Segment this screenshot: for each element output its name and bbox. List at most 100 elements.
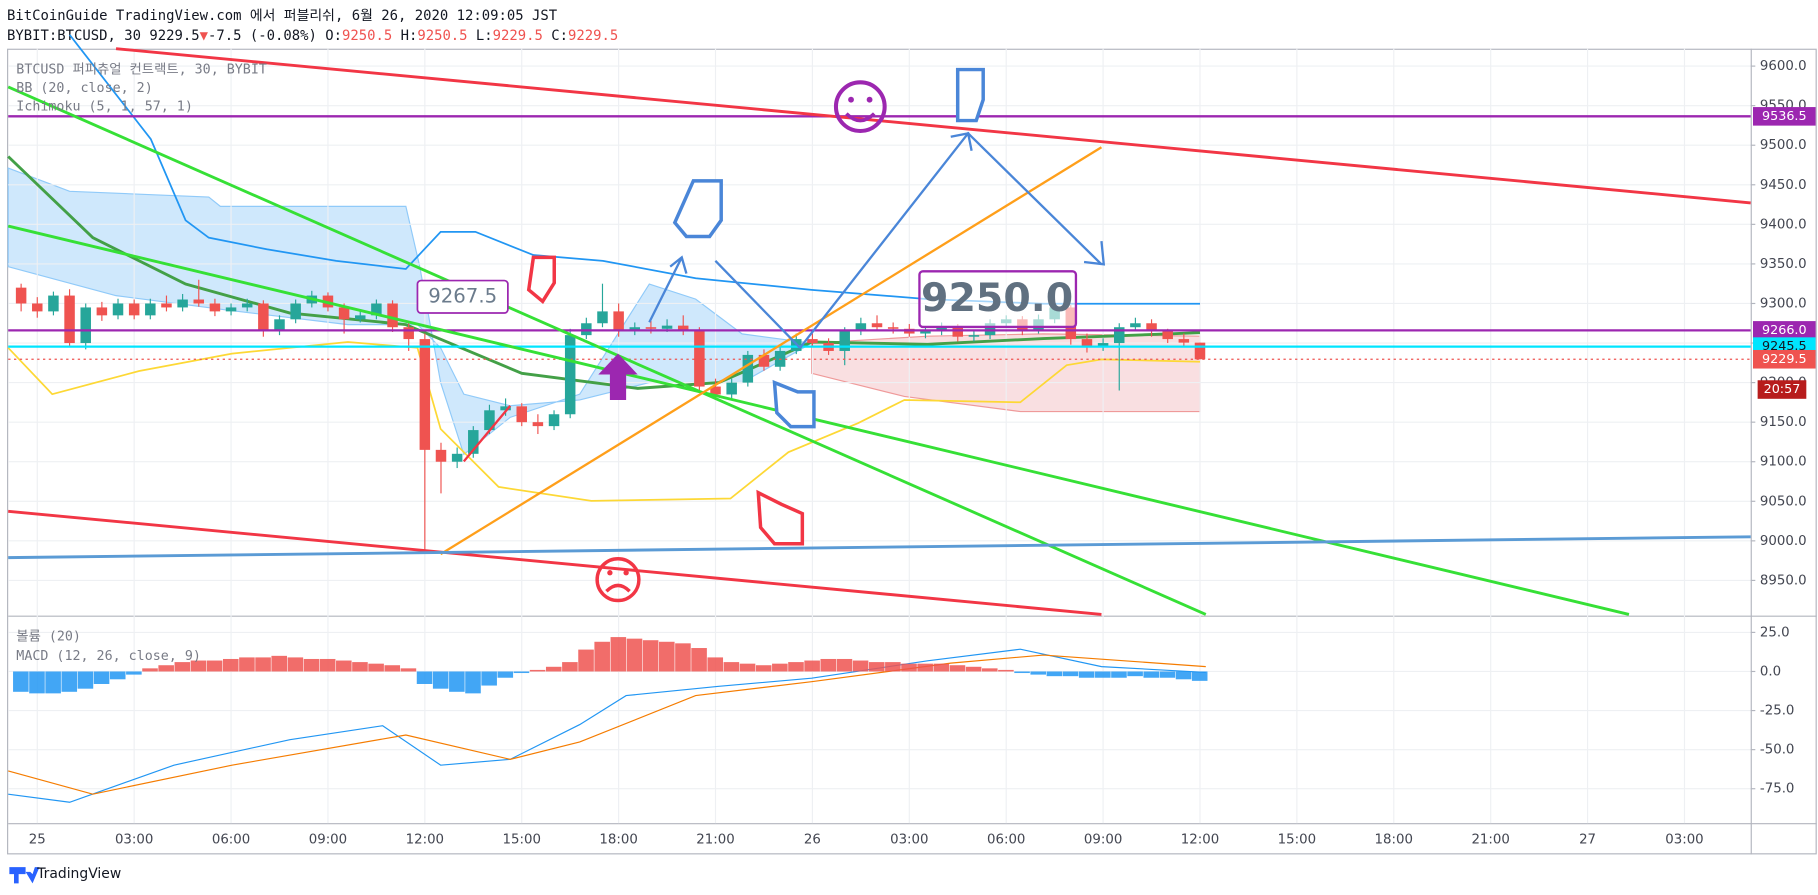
macd-histogram-bar xyxy=(1191,671,1208,681)
macd-histogram-bar xyxy=(45,671,61,694)
macd-histogram-bar xyxy=(142,668,158,672)
candle-body xyxy=(1081,339,1093,347)
candle-body xyxy=(193,299,205,304)
y-tick-label: 9450.0 xyxy=(1760,178,1807,193)
candle-body xyxy=(677,325,689,332)
ohlc-key: H: xyxy=(401,28,418,44)
macd-histogram-bar xyxy=(126,671,142,675)
macd-histogram-bar xyxy=(836,658,853,672)
candle-body xyxy=(32,303,43,312)
macd-line xyxy=(8,648,1206,803)
legend-item: BTCUSD 퍼피츄얼 컨트랙트, 30, BYBIT xyxy=(16,62,267,78)
x-tick-label: 09:00 xyxy=(309,832,347,847)
macd-histogram-bar xyxy=(77,671,94,689)
small-arrow xyxy=(462,405,512,463)
y-tick-label: 9050.0 xyxy=(1760,494,1807,509)
legend-item: MACD (12, 26, close, 9) xyxy=(16,649,201,664)
macd-histogram-bar xyxy=(513,671,530,674)
hand-icon xyxy=(772,379,816,429)
macd-histogram-bar xyxy=(222,658,239,672)
candle-body xyxy=(387,303,398,328)
macd-histogram-bar xyxy=(1159,671,1176,678)
macd-histogram-bar xyxy=(1014,671,1030,674)
macd-histogram-bar xyxy=(1127,671,1143,677)
macd-histogram-bar xyxy=(981,668,998,672)
candle-body xyxy=(532,422,544,427)
macd-histogram-bar xyxy=(642,640,659,672)
macd-histogram-bar xyxy=(578,649,594,672)
candle-body xyxy=(209,303,221,312)
candle-body xyxy=(936,327,947,332)
x-tick-label: 06:00 xyxy=(987,832,1025,847)
y-tick-label: 9150.0 xyxy=(1760,415,1807,430)
candle-body xyxy=(1146,323,1157,332)
sad-eye xyxy=(623,570,629,576)
macd-histogram-bar xyxy=(93,671,110,684)
candle-body xyxy=(516,406,527,423)
price-label-box xyxy=(1752,107,1816,126)
macd-histogram-bar xyxy=(610,637,627,672)
macd-histogram-bar xyxy=(303,658,320,672)
macd-histogram-bar xyxy=(594,641,610,672)
macd-histogram-bar xyxy=(626,638,643,672)
frame xyxy=(7,48,1817,855)
macd-histogram-bar xyxy=(319,658,336,672)
candle-body xyxy=(468,430,479,454)
macd-histogram-bar xyxy=(659,641,675,672)
y-tick-label: 9400.0 xyxy=(1760,217,1807,232)
candle-body xyxy=(661,325,673,329)
macd-histogram-bar xyxy=(723,662,740,672)
ohlc-key: C: xyxy=(551,28,568,44)
annotation-box xyxy=(416,279,509,314)
candle-body xyxy=(1114,327,1125,344)
candle-body xyxy=(758,354,770,367)
macd-histogram-bar xyxy=(852,660,869,672)
y-tick-label: -25.0 xyxy=(1760,704,1795,719)
annotation-box xyxy=(918,270,1078,329)
y-tick-label: -75.0 xyxy=(1760,782,1795,797)
price-label: 9536.5 xyxy=(1762,109,1807,124)
macd-histogram-bar xyxy=(13,671,29,692)
countdown: 20:57 xyxy=(1764,382,1801,397)
y-tick-label: 9350.0 xyxy=(1760,257,1807,272)
candle-body xyxy=(451,453,463,462)
x-tick-label: 21:00 xyxy=(696,832,734,847)
candle-body xyxy=(128,303,140,316)
macd-histogram-bar xyxy=(739,663,756,672)
macd-histogram-bar xyxy=(1111,671,1127,678)
candle-body xyxy=(258,303,269,332)
macd-histogram-bar xyxy=(400,668,417,672)
arrow-head xyxy=(669,255,688,274)
ohlc-key: O: xyxy=(325,28,342,44)
path-arrow xyxy=(714,260,801,349)
annotation: 9250.0 xyxy=(921,275,1073,321)
x-tick-label: 21:00 xyxy=(1471,832,1509,847)
x-tick-label: 03:00 xyxy=(890,832,928,847)
publish-info: BitCoinGuide TradingView.com 에서 퍼블리쉬, 6월… xyxy=(7,8,558,24)
x-tick-label: 03:00 xyxy=(1665,832,1703,847)
candle-body xyxy=(112,303,124,316)
hand-icons xyxy=(672,67,985,429)
footer: TradingView xyxy=(36,866,121,882)
hand-icon xyxy=(672,179,723,239)
x-tick-label: 12:00 xyxy=(406,832,444,847)
candle-body xyxy=(548,414,560,427)
x-tick-label: 06:00 xyxy=(212,832,250,847)
x-tick-label: 26 xyxy=(804,832,821,847)
candle-body xyxy=(710,386,721,395)
macd-histogram-bar xyxy=(1046,671,1063,677)
macd-histogram-bar xyxy=(239,657,255,672)
hand-icon xyxy=(756,489,805,546)
macd-histogram-bar xyxy=(368,663,384,672)
trendline xyxy=(8,509,1102,616)
symbol: BYBIT:BTCUSD, 30 xyxy=(7,28,141,44)
candle-body xyxy=(145,303,156,316)
candle-body xyxy=(161,303,172,308)
candle-body xyxy=(338,307,350,320)
candle-body xyxy=(1194,342,1206,360)
path-arrow xyxy=(648,256,683,323)
arrow-head xyxy=(1083,241,1106,266)
macd-histogram-bar xyxy=(1030,671,1046,675)
candle-body xyxy=(64,295,75,344)
change-arrow: ▼ xyxy=(200,28,209,44)
